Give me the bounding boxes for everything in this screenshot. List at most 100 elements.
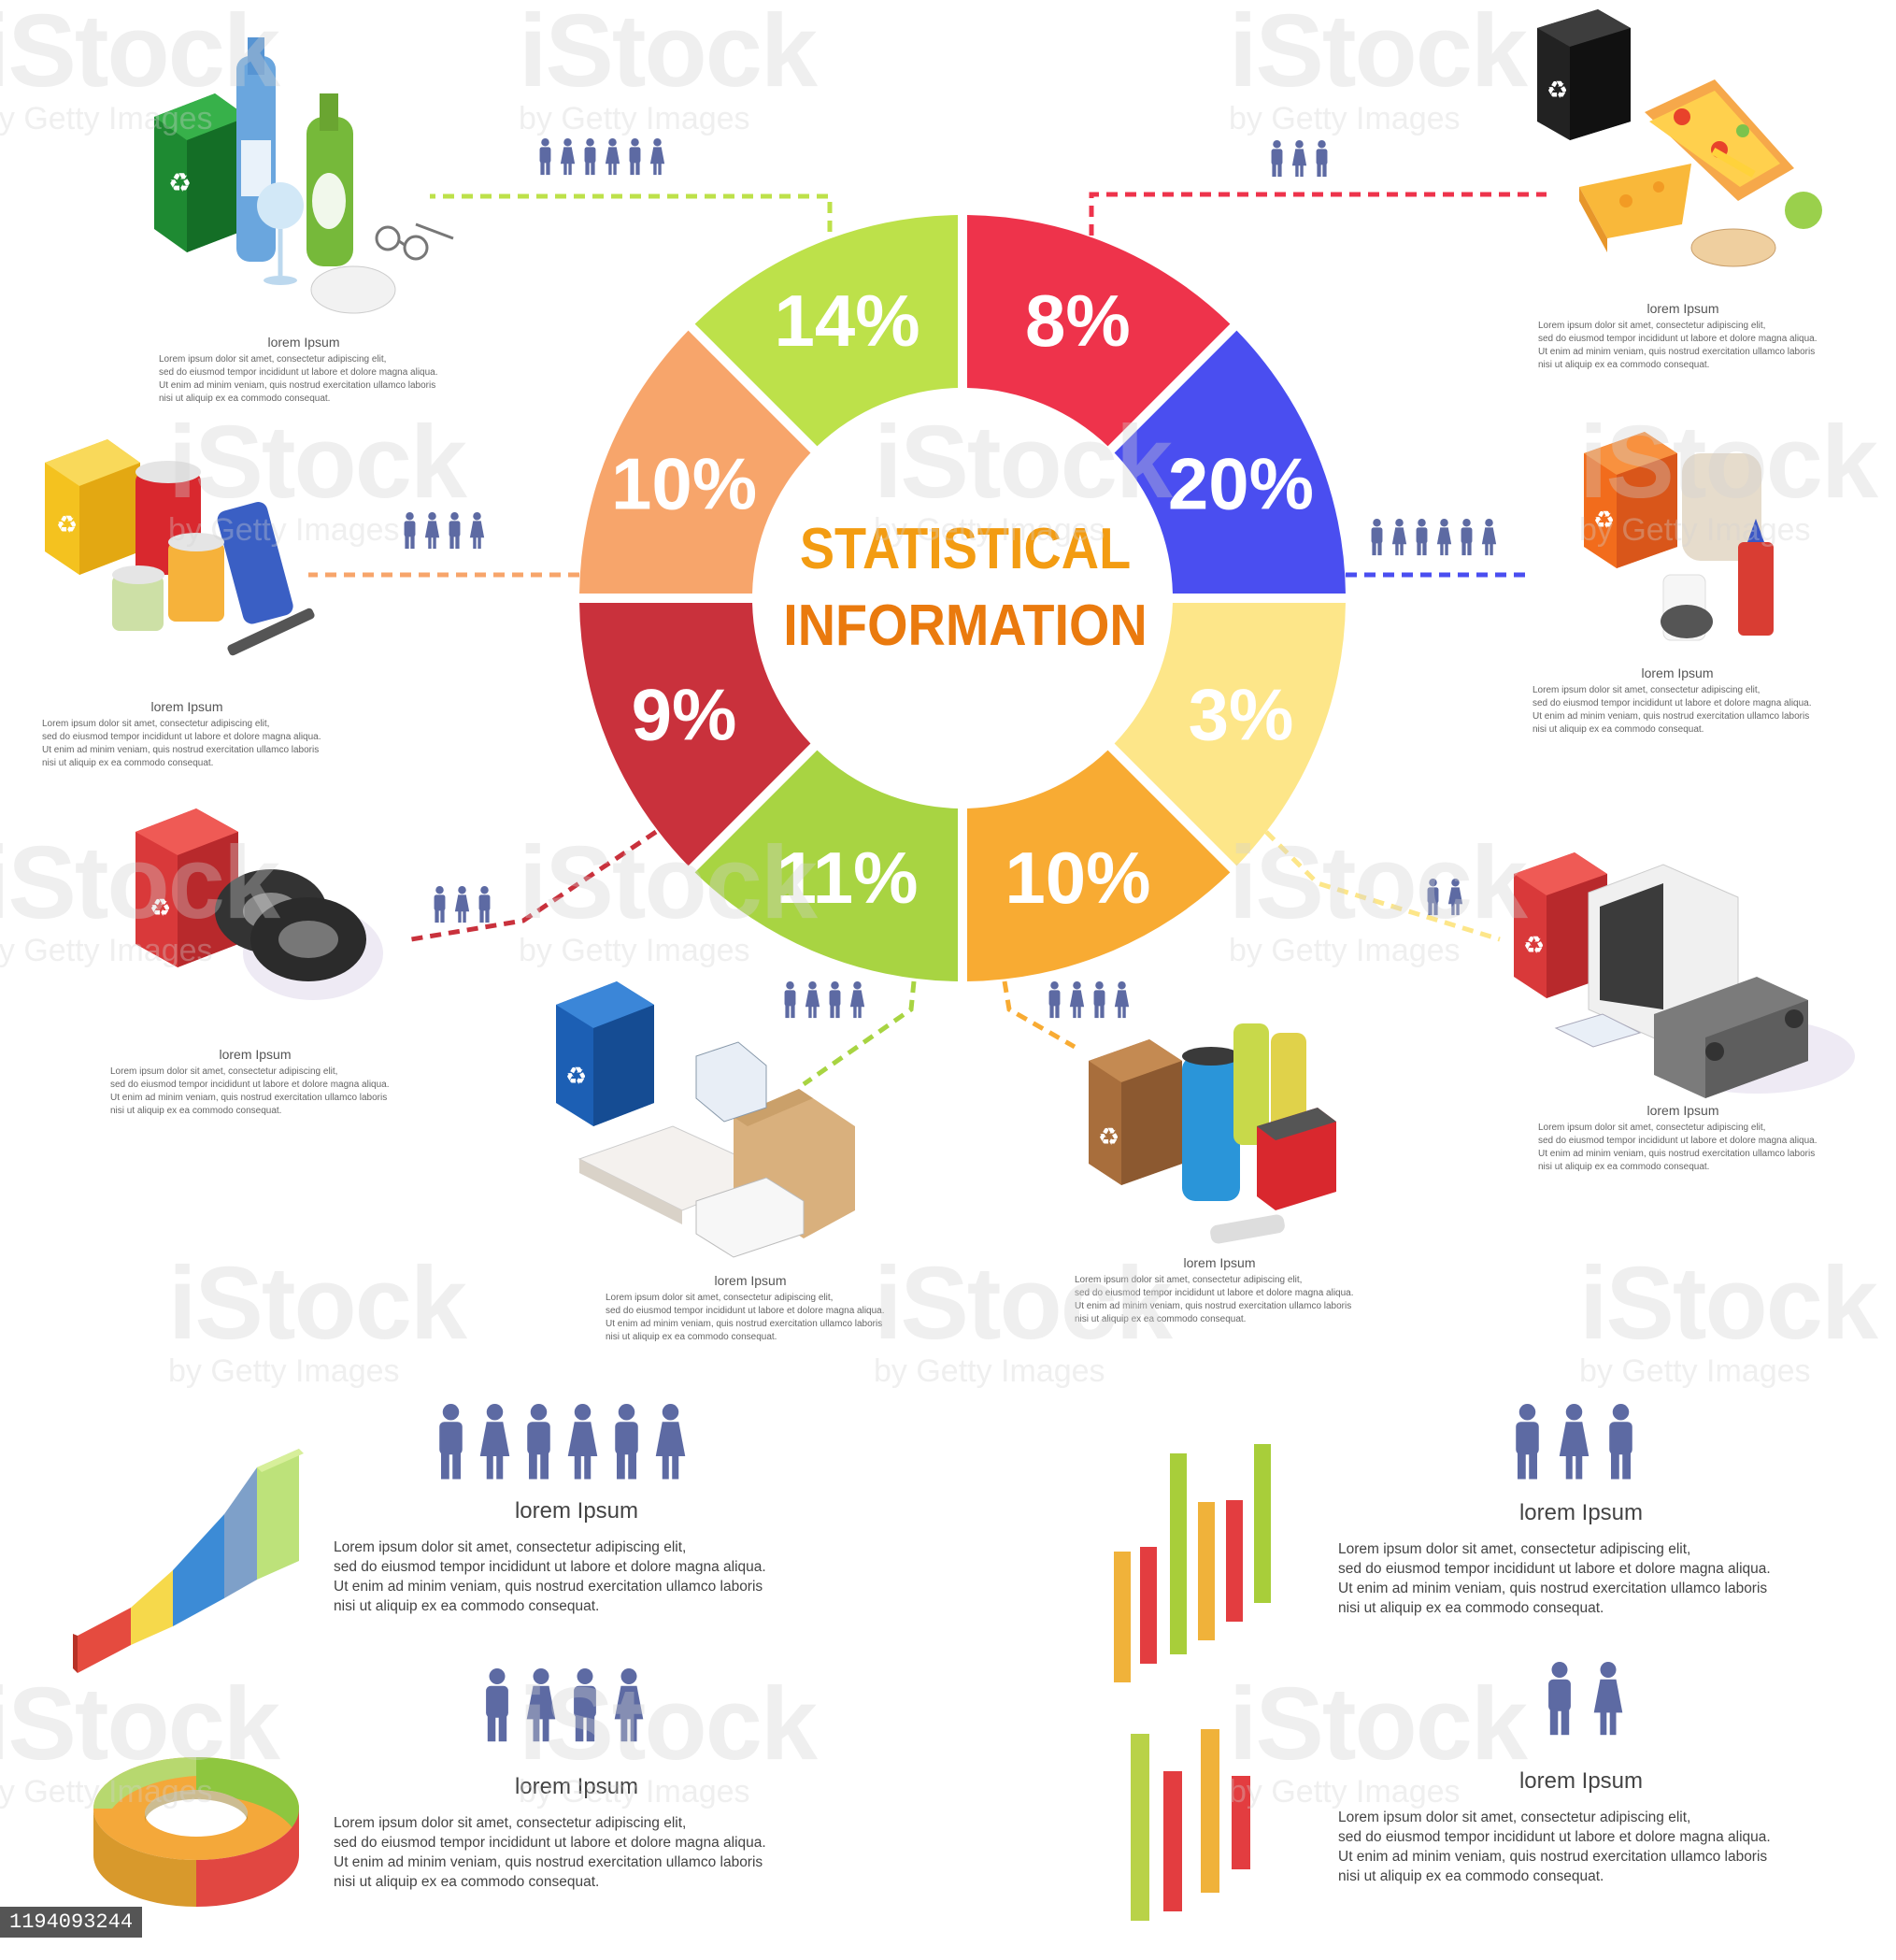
callout-title: lorem Ipsum <box>219 1047 292 1062</box>
callout-text-2: lorem Ipsum Lorem ipsum dolor sit amet, c… <box>1538 301 1828 372</box>
person-icon <box>805 981 820 1019</box>
person-icon <box>615 1404 638 1480</box>
bottom-block-body-line: nisi ut aliquip ex ea commodo consequat. <box>334 1874 600 1890</box>
people-group-callout-5 <box>1048 981 1130 1019</box>
bar-chart-illustration-bottom <box>1131 1729 1250 1921</box>
bottom-block-body-line: Ut enim ad minim veniam, quis nostrud ex… <box>1338 1849 1768 1865</box>
metal-waste-illustration: ♻ <box>45 439 315 656</box>
person-icon <box>1371 519 1383 556</box>
person-icon <box>439 1404 463 1480</box>
person-icon <box>655 1404 686 1480</box>
slice-label-3: 20% <box>1168 443 1314 525</box>
callout-body-line: sed do eiusmod tempor incididunt ut labo… <box>110 1080 390 1090</box>
callout-body-line: Ut enim ad minim veniam, quis nostrud ex… <box>1532 711 1810 722</box>
svg-text:♻: ♻ <box>1098 1123 1119 1152</box>
person-icon <box>1316 140 1328 178</box>
person-icon <box>574 1668 596 1742</box>
person-icon <box>614 1668 644 1742</box>
callout-body-line: sed do eiusmod tempor incididunt ut labo… <box>606 1306 885 1316</box>
callout-body-line: sed do eiusmod tempor incididunt ut labo… <box>1538 334 1818 344</box>
ribbon-chart-illustration <box>73 1449 304 1673</box>
person-icon <box>1593 1662 1623 1736</box>
bottom-block-body-line: Lorem ipsum dolor sit amet, consectetur … <box>334 1539 687 1555</box>
callout-title: lorem Ipsum <box>1647 1103 1719 1118</box>
people-group-callout-7 <box>434 886 491 923</box>
people-icon-groups <box>404 138 1632 1742</box>
person-icon <box>1481 519 1497 556</box>
svg-text:♻: ♻ <box>1523 932 1545 960</box>
slice-labels: 8%20%3%10%11%9%10%14% <box>611 279 1314 919</box>
callout-text-5: lorem Ipsum Lorem ipsum dolor sit amet, c… <box>1075 1255 1364 1326</box>
callout-text-4: lorem Ipsum Lorem ipsum dolor sit amet, c… <box>1538 1103 1828 1174</box>
callout-body-line: sed do eiusmod tempor incididunt ut labo… <box>159 367 438 378</box>
person-icon <box>649 138 665 176</box>
bottom-block-body-line: Ut enim ad minim veniam, quis nostrud ex… <box>1338 1581 1768 1596</box>
glass-waste-illustration: ♻ <box>154 37 454 314</box>
electronic-waste-illustration: ♻ <box>1514 852 1855 1098</box>
callout-title: lorem Ipsum <box>1641 665 1714 680</box>
slice-label-7: 9% <box>632 673 737 755</box>
donut-slice-1 <box>694 215 959 447</box>
person-icon <box>605 138 620 176</box>
person-icon <box>1436 519 1452 556</box>
chart-title-line-2: INFORMATION <box>783 594 1147 657</box>
person-icon <box>1048 981 1061 1019</box>
person-icon <box>849 981 865 1019</box>
svg-text:♻: ♻ <box>168 167 192 198</box>
bottom-block-body-line: Lorem ipsum dolor sit amet, consectetur … <box>1338 1810 1691 1825</box>
donut-chart-illustration <box>93 1757 299 1907</box>
callout-body-line: Lorem ipsum dolor sit amet, consectetur … <box>110 1066 338 1077</box>
donut-slice-4 <box>1114 602 1346 866</box>
callout-body-line: nisi ut aliquip ex ea commodo consequat. <box>1538 360 1710 370</box>
person-icon <box>567 1404 598 1480</box>
person-icon <box>1416 519 1428 556</box>
person-icon <box>1609 1404 1632 1480</box>
bottom-block-body-line: Ut enim ad minim veniam, quis nostrud ex… <box>334 1579 763 1595</box>
callout-body-line: nisi ut aliquip ex ea commodo consequat. <box>606 1332 777 1342</box>
donut-slice-3 <box>1114 330 1346 594</box>
connector-2 <box>1089 192 1547 236</box>
person-icon <box>1559 1404 1590 1480</box>
svg-text:♻: ♻ <box>56 511 78 539</box>
callout-text-6: lorem Ipsum Lorem ipsum dolor sit amet, c… <box>606 1273 895 1344</box>
bottom-text-2: lorem Ipsum Lorem ipsum dolor sit amet, c… <box>1338 1500 1824 1618</box>
people-group-bottom-1 <box>439 1404 686 1480</box>
slice-label-8: 10% <box>611 443 757 525</box>
chart-title-line-1: STATISTICAL <box>800 517 1131 580</box>
person-icon <box>478 886 491 923</box>
person-icon <box>560 138 576 176</box>
bottom-block-title: lorem Ipsum <box>1518 1768 1644 1794</box>
bottom-text-4: lorem Ipsum Lorem ipsum dolor sit amet, c… <box>1338 1768 1824 1886</box>
svg-text:♻: ♻ <box>150 894 171 923</box>
callout-body-line: Ut enim ad minim veniam, quis nostrud ex… <box>110 1093 388 1103</box>
callout-body-line: sed do eiusmod tempor incididunt ut labo… <box>1075 1288 1354 1298</box>
person-icon <box>404 512 416 550</box>
slice-label-2: 8% <box>1025 279 1131 362</box>
connector-5 <box>1002 980 1076 1050</box>
people-group-callout-2 <box>1271 140 1328 178</box>
person-icon <box>629 138 641 176</box>
callout-title: lorem Ipsum <box>1647 301 1719 316</box>
rubber-waste-illustration: ♻ <box>135 808 383 1000</box>
callout-body-line: nisi ut aliquip ex ea commodo consequat. <box>159 393 331 404</box>
bottom-block-title: lorem Ipsum <box>514 1774 639 1799</box>
people-group-callout-3 <box>1371 519 1497 556</box>
callout-connectors <box>308 192 1547 1087</box>
callout-body-line: nisi ut aliquip ex ea commodo consequat. <box>1532 724 1704 735</box>
bottom-block-body-line: sed do eiusmod tempor incididunt ut labo… <box>1338 1561 1771 1577</box>
callout-body-line: nisi ut aliquip ex ea commodo consequat. <box>1075 1314 1247 1324</box>
bottom-block-body-line: nisi ut aliquip ex ea commodo consequat. <box>334 1598 600 1614</box>
chemical-waste-illustration: ♻ <box>1584 432 1774 641</box>
callout-body-line: Ut enim ad minim veniam, quis nostrud ex… <box>159 380 436 391</box>
person-icon <box>1427 879 1439 916</box>
callout-body-line: Ut enim ad minim veniam, quis nostrud ex… <box>1075 1301 1352 1311</box>
connector-7 <box>410 829 658 942</box>
callout-title: lorem Ipsum <box>1183 1255 1256 1270</box>
person-icon <box>539 138 551 176</box>
person-icon <box>479 1404 510 1480</box>
people-group-callout-6 <box>784 981 865 1019</box>
person-icon <box>526 1668 556 1742</box>
person-icon <box>1114 981 1130 1019</box>
callout-body-line: Lorem ipsum dolor sit amet, consectetur … <box>1538 321 1766 331</box>
